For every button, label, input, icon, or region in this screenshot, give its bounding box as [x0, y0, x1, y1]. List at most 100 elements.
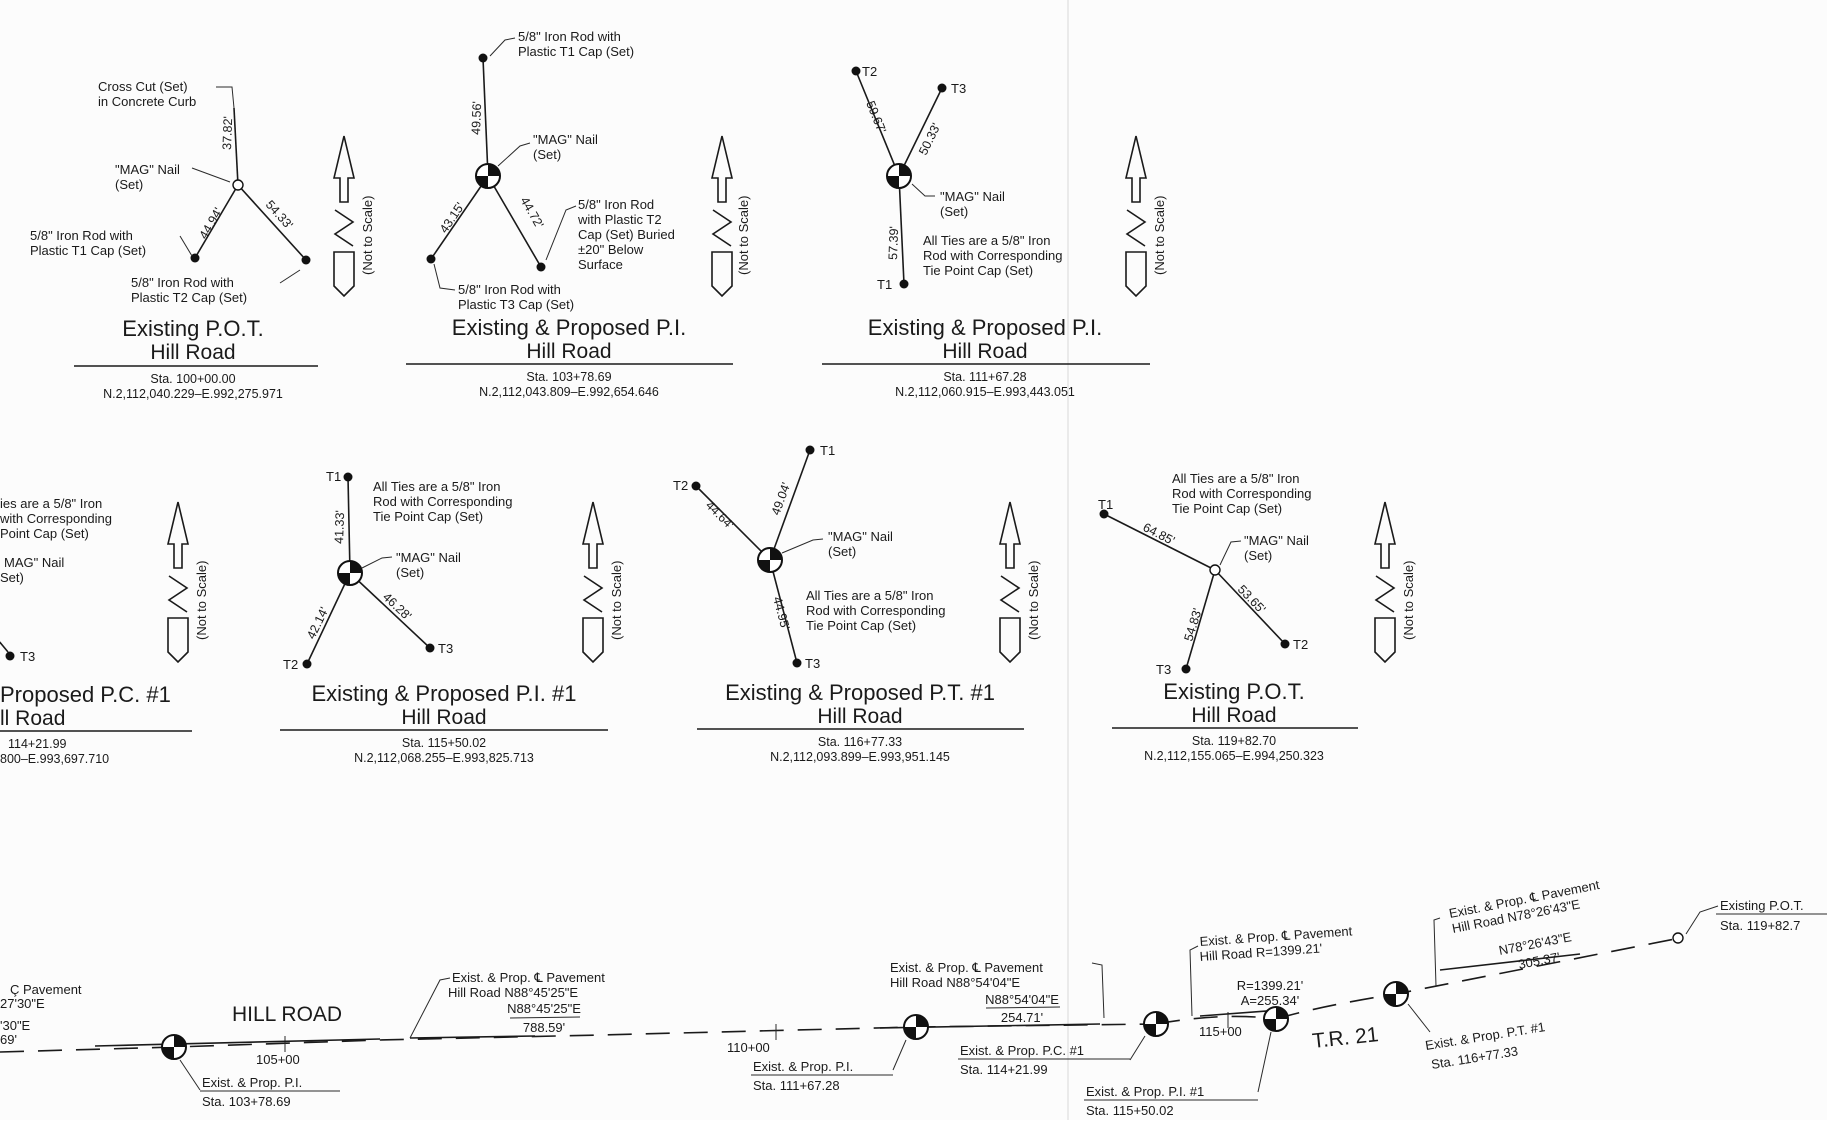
tie-point-t1	[899, 279, 909, 289]
detail-road: Hill Road	[526, 340, 611, 363]
t1-label: T1	[1098, 497, 1113, 512]
cross-cut-label-2: in Concrete Curb	[98, 94, 196, 109]
detail-coords: N.2,112,060.915–E.993,443.051	[895, 385, 1075, 399]
tie-point-t1	[478, 53, 488, 63]
pi-111-symbol-icon	[903, 1014, 929, 1040]
pi-c-label-2: Sta. 115+50.02	[1086, 1103, 1174, 1118]
nail-label-2: (Set)	[396, 565, 424, 580]
detail-coords: N.2,112,043.809–E.992,654.646	[479, 385, 659, 399]
dist-left: 44.94'	[196, 205, 225, 241]
detail-station: Sta. 119+82.70	[1192, 734, 1276, 748]
note-line-1: All Ties are a 5/8" Iron	[1172, 471, 1299, 486]
tr-name-label: T.R. 21	[1311, 1023, 1380, 1053]
dist-t1: 41.33'	[332, 510, 347, 544]
note-line-3: Point Cap (Set)	[0, 526, 89, 541]
t1-label-2: Plastic T1 Cap (Set)	[30, 243, 146, 258]
note-line-1: All Ties are a 5/8" Iron	[806, 588, 933, 603]
detail-station: Sta. 116+77.33	[818, 735, 902, 749]
t1-label-1: 5/8" Iron Rod with	[30, 228, 133, 243]
note-line-2: Rod with Corresponding	[373, 494, 512, 509]
detail-road: Hill Road	[150, 341, 235, 364]
tie-point-t3	[426, 254, 436, 264]
cross-cut-label-1: Cross Cut (Set)	[98, 79, 188, 94]
dist-t1: 57.39'	[886, 226, 901, 260]
t3-label-2: Plastic T3 Cap (Set)	[458, 297, 574, 312]
sta-110: 110+00	[727, 1040, 770, 1055]
note-line-3: Tie Point Cap (Set)	[806, 618, 916, 633]
detail-title: Existing P.O.T.	[122, 316, 263, 341]
detail-pot-119: T1 T2 T3 All Ties are a 5/8" Iron Rod wi…	[1098, 471, 1416, 763]
tie-point-t2	[1280, 639, 1290, 649]
not-to-scale-label: (Not to Scale)	[736, 196, 751, 275]
dist-right: 54.33'	[263, 198, 296, 232]
nail-marker	[232, 179, 244, 191]
pi-a-label-1: Exist. & Prop. P.I.	[202, 1075, 302, 1090]
dist-t3: 50.33'	[916, 121, 943, 157]
t3-label-1: 5/8" Iron Rod with	[458, 282, 561, 297]
t2-label-3: Cap (Set) Buried	[578, 227, 675, 242]
nail-label-2: Set)	[0, 570, 24, 585]
dist-t1: 64.85'	[1141, 520, 1177, 548]
pc-114-symbol-icon	[1143, 1011, 1169, 1037]
t2-label-1: 5/8" Iron Rod with	[131, 275, 234, 290]
detail-road: Hill Road	[401, 706, 486, 729]
note-line-2: Rod with Corresponding	[923, 248, 1062, 263]
note-line-1: All Ties are a 5/8" Iron	[923, 233, 1050, 248]
tie-point-t2	[302, 659, 312, 669]
detail-coords: N.2,112,068.255–E.993,825.713	[354, 751, 534, 765]
sta-105: 105+00	[256, 1052, 300, 1067]
bearing1-dim-2: 788.59'	[523, 1020, 565, 1035]
detail-coords: N.2,112,093.899–E.993,951.145	[770, 750, 950, 764]
detail-coords: N.2,112,040.229–E.992,275.971	[103, 387, 283, 401]
bearing1-dim-1: N88°45'25"E	[507, 1001, 581, 1016]
detail-title: Existing & Proposed P.I.	[452, 315, 686, 340]
tie-point-t2	[851, 66, 861, 76]
detail-station: Sta. 103+78.69	[526, 370, 611, 384]
mag-nail-icon	[757, 547, 783, 573]
nail-label-1: "MAG" Nail	[396, 550, 461, 565]
bearing1-line-1: Exist. & Prop. ℄ Pavement	[452, 970, 605, 985]
pi-103-symbol-icon	[161, 1034, 187, 1060]
not-to-scale-label: (Not to Scale)	[194, 561, 209, 640]
note-line-1: All Ties are a 5/8" Iron	[373, 479, 500, 494]
dist-t1: 49.04'	[769, 481, 794, 517]
tie-point-t3	[937, 83, 947, 93]
dist-up: 49.56'	[469, 101, 484, 135]
tie-point-t2	[536, 262, 546, 272]
dist-up: 37.82'	[220, 116, 235, 150]
dist-right: 44.72'	[517, 195, 546, 231]
nail-label-2: (Set)	[828, 544, 856, 559]
pot-119-marker	[1672, 932, 1684, 944]
nail-label-1: "MAG" Nail	[940, 189, 1005, 204]
tie-point-t1	[1099, 509, 1109, 519]
t3-label: T3	[805, 656, 820, 671]
nail-label-1: "MAG" Nail	[828, 529, 893, 544]
dist-t2: 42.14'	[304, 605, 331, 641]
mag-nail-icon	[475, 163, 501, 189]
tie-point-t2	[301, 255, 311, 265]
bearing1-line-2: Hill Road N88°45'25"E	[448, 985, 578, 1000]
detail-title: Existing & Proposed P.T. #1	[725, 680, 995, 705]
pc-label-1: Exist. & Prop. P.C. #1	[960, 1043, 1084, 1058]
detail-pi-111: T2 T3 T1 "MAG" Nail (Set) All Ties are a…	[822, 64, 1167, 399]
detail-station: Sta. 111+67.28	[943, 370, 1026, 384]
tie-point-t2	[691, 481, 701, 491]
t2-label: T2	[1293, 637, 1308, 652]
not-to-scale-label: (Not to Scale)	[1026, 561, 1041, 640]
north-arrow-icon	[999, 501, 1021, 663]
tie-point-t1	[343, 472, 353, 482]
pi-b-label-2: Sta. 111+67.28	[753, 1078, 840, 1093]
detail-station: 114+21.99	[8, 737, 67, 751]
detail-pi-103: 5/8" Iron Rod with Plastic T1 Cap (Set) …	[406, 29, 751, 399]
nail-label-2: (Set)	[115, 177, 143, 192]
dist-t2: 44.64'	[703, 498, 737, 532]
bearing2-line-2: Hill Road N88°54'04"E	[890, 975, 1020, 990]
t2-label: T2	[283, 657, 298, 672]
nail-label-1: MAG" Nail	[4, 555, 64, 570]
note-line-3: Tie Point Cap (Set)	[1172, 501, 1282, 516]
nail-label-2: (Set)	[1244, 548, 1272, 563]
curve-dim-1: R=1399.21'	[1237, 978, 1303, 993]
tie-point-t1	[805, 445, 815, 455]
